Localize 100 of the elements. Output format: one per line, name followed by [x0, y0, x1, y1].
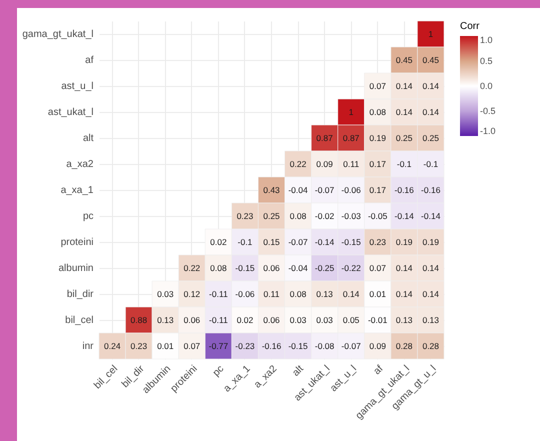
- y-tick-label: ast_ukat_l: [48, 107, 94, 118]
- data-label: 0.23: [369, 237, 386, 247]
- data-label: 0.02: [236, 315, 254, 325]
- data-label: -0.03: [341, 211, 362, 221]
- data-label: -0.16: [421, 185, 441, 195]
- color-bar-title: Corr: [460, 21, 480, 32]
- data-label: 0.01: [369, 289, 386, 299]
- data-label: 0.03: [157, 289, 174, 299]
- data-label: 0.15: [263, 237, 280, 247]
- data-label: 0.13: [422, 315, 440, 325]
- data-label: -0.25: [314, 263, 335, 273]
- data-label: 0.28: [396, 341, 413, 351]
- color-bar-label: -1.0: [480, 126, 496, 136]
- data-label: 0.25: [422, 133, 440, 143]
- data-label: 0.09: [316, 159, 334, 169]
- data-label: 0.07: [369, 81, 386, 91]
- data-label: -0.07: [341, 341, 362, 351]
- data-label: 0.19: [369, 133, 386, 143]
- data-label: -0.11: [209, 289, 228, 299]
- data-label: -0.14: [394, 211, 414, 221]
- y-tick-label: inr: [82, 341, 94, 352]
- y-tick-label: bil_cel: [65, 315, 94, 326]
- data-label: -0.08: [314, 341, 335, 351]
- data-label: 0.08: [210, 263, 227, 273]
- data-label: 0.07: [184, 341, 200, 351]
- data-label: 0.13: [316, 289, 334, 299]
- data-label: 0.25: [396, 133, 413, 143]
- data-label: -0.15: [288, 341, 308, 351]
- data-label: 0.05: [342, 315, 360, 325]
- data-label: 0.13: [396, 315, 413, 325]
- data-label: 0.45: [422, 55, 440, 65]
- data-label: 0.19: [396, 237, 413, 247]
- data-label: 0.11: [343, 159, 360, 169]
- data-label: 0.07: [369, 263, 386, 273]
- data-label: -0.05: [368, 211, 388, 221]
- data-label: -0.1: [423, 159, 438, 169]
- data-label: 0.11: [264, 289, 280, 299]
- data-label: -0.23: [235, 341, 255, 351]
- data-label: -0.15: [341, 237, 362, 247]
- data-label: -0.01: [368, 315, 388, 325]
- data-label: 1: [348, 107, 354, 117]
- data-label: -0.07: [314, 185, 335, 195]
- y-tick-label: a_xa2: [66, 159, 94, 170]
- data-label: -0.11: [209, 315, 228, 325]
- data-label: 0.22: [290, 159, 307, 169]
- data-label: 0.14: [396, 263, 413, 273]
- data-label: 0.01: [157, 341, 174, 351]
- data-label: -0.1: [238, 237, 253, 247]
- data-label: 0.28: [422, 341, 440, 351]
- data-label: 0.08: [290, 289, 307, 299]
- y-tick-label: bil_dir: [66, 289, 94, 300]
- x-tick-label: pc: [210, 364, 226, 379]
- data-label: 0.87: [342, 133, 360, 143]
- data-label: -0.14: [314, 237, 335, 247]
- data-label: -0.16: [394, 185, 414, 195]
- y-tick-label: af: [85, 55, 94, 66]
- color-bar-label: 0.5: [480, 56, 493, 66]
- data-label: -0.06: [235, 289, 255, 299]
- data-label: 0.08: [290, 211, 307, 221]
- data-label: 0.17: [369, 159, 386, 169]
- y-tick-label: alt: [82, 133, 94, 144]
- data-label: -0.14: [421, 211, 441, 221]
- data-label: -0.15: [235, 263, 255, 273]
- data-label: 0.08: [369, 107, 386, 117]
- data-label: 0.43: [263, 185, 280, 195]
- data-label: 0.09: [369, 341, 386, 351]
- data-label: -0.16: [262, 341, 282, 351]
- data-label: 0.12: [184, 289, 200, 299]
- data-label: 0.14: [396, 289, 413, 299]
- data-label: 0.24: [104, 341, 121, 351]
- data-label: -0.04: [288, 185, 308, 195]
- data-label: 0.19: [422, 237, 440, 247]
- data-label: -0.04: [288, 263, 308, 273]
- data-label: 0.23: [236, 211, 254, 221]
- data-label: 0.88: [130, 315, 148, 325]
- data-label: 0.14: [422, 263, 440, 273]
- data-label: 0.22: [184, 263, 200, 273]
- data-label: 0.14: [422, 81, 440, 91]
- data-label: 0.14: [342, 289, 360, 299]
- data-label: -0.02: [314, 211, 335, 221]
- data-label: 0.03: [290, 315, 307, 325]
- data-label: 0.02: [210, 237, 227, 247]
- data-label: 0.14: [396, 107, 413, 117]
- data-label: 0.45: [396, 55, 413, 65]
- data-label: -0.22: [341, 263, 362, 273]
- data-label: -0.07: [288, 237, 308, 247]
- data-label: 0.14: [396, 81, 413, 91]
- data-label: 0.23: [130, 341, 148, 351]
- data-label: 0.06: [263, 263, 280, 273]
- color-bar-label: -0.5: [480, 106, 496, 116]
- data-label: -0.1: [396, 159, 412, 169]
- y-tick-label: pc: [82, 211, 94, 222]
- y-tick-label: a_xa_1: [60, 185, 94, 196]
- data-label: 0.03: [316, 315, 334, 325]
- color-bar-label: 1.0: [480, 35, 493, 45]
- data-label: 0.17: [369, 185, 386, 195]
- y-tick-label: proteini: [60, 237, 94, 248]
- data-label: 1: [428, 29, 434, 39]
- data-label: 0.13: [157, 315, 174, 325]
- data-label: -0.06: [341, 185, 362, 195]
